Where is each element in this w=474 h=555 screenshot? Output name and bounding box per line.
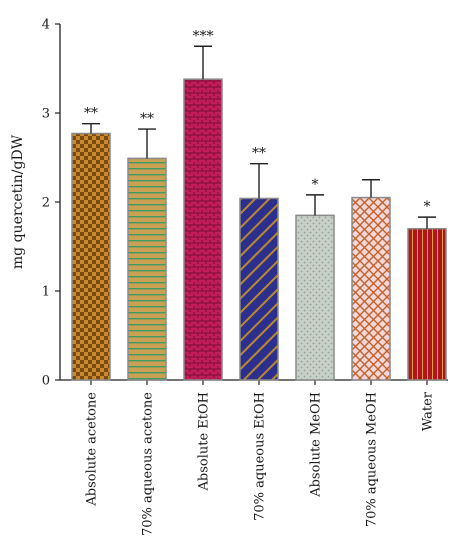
y-tick-label: 2 xyxy=(42,196,50,211)
y-tick-label: 4 xyxy=(42,18,50,33)
x-category-label: Water xyxy=(421,391,436,431)
significance-marker: *** xyxy=(193,28,214,44)
bar xyxy=(295,214,335,381)
significance-marker: ** xyxy=(84,106,98,122)
significance-marker: * xyxy=(312,177,319,193)
bar xyxy=(127,157,167,381)
x-category-label: Absolute acetone xyxy=(85,392,100,507)
significance-marker: ** xyxy=(252,146,266,162)
significance-marker: ** xyxy=(140,111,154,127)
x-category-label: 70% aqueous EtOH xyxy=(253,392,268,521)
x-category-label: 70% aqueous acetone xyxy=(141,392,156,536)
bar xyxy=(71,132,111,381)
bar xyxy=(407,227,447,381)
bar xyxy=(183,78,223,381)
x-category-label: Absolute EtOH xyxy=(197,392,212,492)
bar xyxy=(351,196,391,381)
significance-marker: * xyxy=(424,199,431,215)
x-category-label: 70% aqueous MeOH xyxy=(365,392,380,527)
y-tick-label: 1 xyxy=(42,285,50,300)
x-category-label: Absolute MeOH xyxy=(309,392,324,498)
bar xyxy=(239,197,279,381)
y-tick-label: 3 xyxy=(42,107,50,122)
y-axis-label: mg quercetin/gDW xyxy=(10,134,26,269)
y-tick-label: 0 xyxy=(42,374,50,389)
